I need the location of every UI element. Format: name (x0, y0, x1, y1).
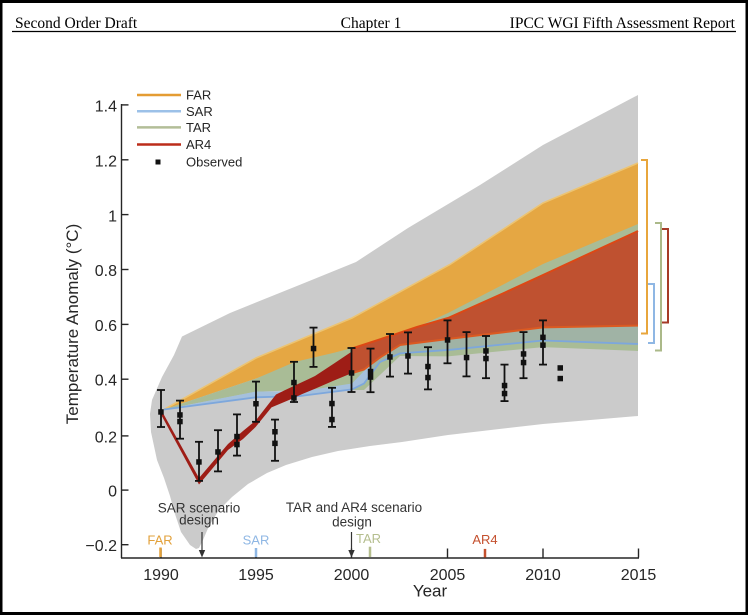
svg-text:1990: 1990 (143, 567, 179, 584)
svg-text:design: design (179, 513, 219, 528)
svg-text:Year: Year (413, 582, 448, 601)
svg-text:−0.2: −0.2 (85, 538, 117, 555)
svg-text:0.2: 0.2 (95, 430, 117, 447)
svg-text:Second Order Draft: Second Order Draft (15, 15, 138, 32)
svg-text:SAR: SAR (243, 533, 270, 548)
svg-text:IPCC WGI Fifth Assessment Repo: IPCC WGI Fifth Assessment Report (510, 15, 736, 32)
svg-text:SAR: SAR (186, 104, 213, 119)
svg-text:TAR: TAR (356, 531, 381, 546)
svg-text:2000: 2000 (334, 567, 370, 584)
svg-text:FAR: FAR (147, 533, 172, 548)
svg-text:2010: 2010 (525, 567, 561, 584)
svg-text:2005: 2005 (430, 567, 466, 584)
svg-text:0.6: 0.6 (95, 318, 117, 335)
svg-text:Temperature Anomaly (°C): Temperature Anomaly (°C) (63, 224, 82, 424)
svg-text:0.8: 0.8 (95, 263, 117, 280)
svg-text:Observed: Observed (186, 155, 242, 170)
svg-text:TAR: TAR (186, 120, 211, 135)
svg-text:2015: 2015 (621, 567, 657, 584)
svg-text:1: 1 (108, 209, 117, 226)
svg-text:1.2: 1.2 (95, 154, 117, 171)
svg-text:SAR scenario: SAR scenario (158, 501, 241, 516)
svg-text:AR4: AR4 (186, 137, 211, 152)
svg-text:1995: 1995 (238, 567, 274, 584)
svg-text:AR4: AR4 (472, 532, 497, 547)
svg-text:TAR and AR4 scenario: TAR and AR4 scenario (286, 500, 422, 515)
svg-text:1.4: 1.4 (95, 99, 117, 116)
svg-text:0.4: 0.4 (95, 373, 117, 390)
svg-text:0: 0 (108, 484, 117, 501)
svg-text:Chapter 1: Chapter 1 (341, 15, 402, 32)
svg-text:FAR: FAR (186, 88, 211, 103)
svg-text:design: design (332, 515, 372, 530)
